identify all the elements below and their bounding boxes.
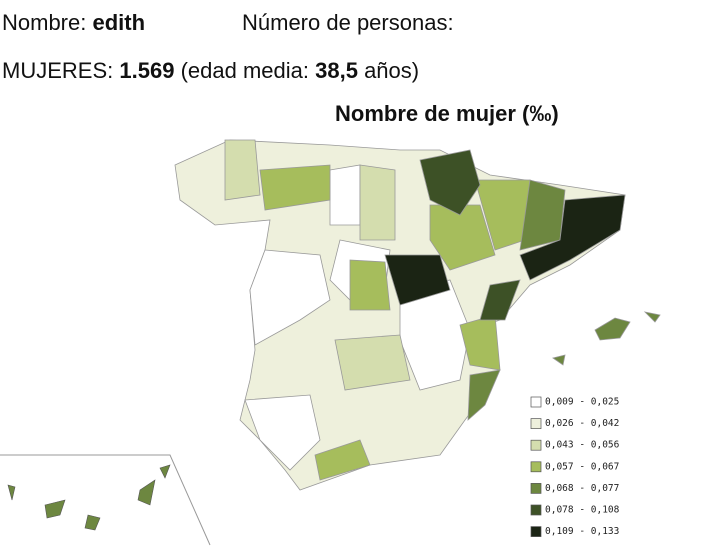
legend: 0,009 - 0,025 0,026 - 0,042 0,043 - 0,056 0… xyxy=(530,396,620,537)
province xyxy=(479,279,521,321)
legend-swatch xyxy=(530,418,542,429)
province xyxy=(384,254,451,306)
canarias-frame xyxy=(0,454,211,546)
island xyxy=(84,514,101,531)
canarias xyxy=(7,464,171,531)
province xyxy=(329,164,361,226)
province xyxy=(419,149,481,216)
province xyxy=(519,194,626,281)
stats-line: MUJERES: 1.569 (edad media: 38,5 años) xyxy=(2,58,419,84)
province xyxy=(467,369,501,421)
province xyxy=(359,164,396,241)
island xyxy=(594,317,631,341)
island xyxy=(159,464,171,479)
province xyxy=(224,139,261,201)
provinces xyxy=(174,139,661,491)
legend-label: 0,026 - 0,042 xyxy=(545,418,619,429)
name-label: Nombre: xyxy=(2,10,87,35)
legend-swatch xyxy=(530,483,542,494)
island xyxy=(137,479,156,506)
province xyxy=(429,204,496,271)
legend-label: 0,068 - 0,077 xyxy=(545,483,619,494)
legend-label: 0,109 - 0,133 xyxy=(545,526,619,537)
name-line: Nombre: edith xyxy=(2,10,145,36)
province xyxy=(349,259,391,311)
province xyxy=(249,249,331,346)
province xyxy=(259,164,331,211)
province xyxy=(314,439,371,481)
age-label: (edad media: xyxy=(180,58,309,83)
legend-label: 0,057 - 0,067 xyxy=(545,461,619,472)
island xyxy=(44,499,66,519)
age: 38,5 xyxy=(315,58,358,83)
island xyxy=(7,484,16,501)
count-label: Número de personas: xyxy=(242,10,454,35)
legend-swatch xyxy=(530,439,542,451)
legend-swatch xyxy=(530,396,542,408)
island xyxy=(552,354,566,366)
legend-label: 0,043 - 0,056 xyxy=(545,440,620,451)
legend-swatch xyxy=(530,526,542,537)
women-label: MUJERES: xyxy=(2,58,114,83)
province xyxy=(334,334,411,391)
legend-swatch xyxy=(530,461,542,473)
name: edith xyxy=(92,10,146,35)
legend-label: 0,009 - 0,025 xyxy=(545,397,619,408)
legend-swatch xyxy=(530,504,542,516)
province xyxy=(244,394,321,471)
map-title: Nombre de mujer (‰) xyxy=(335,101,559,126)
legend-label: 0,078 - 0,108 xyxy=(545,505,620,516)
island xyxy=(643,311,661,323)
age-unit: años) xyxy=(364,58,420,83)
women: 1.569 xyxy=(119,58,175,83)
